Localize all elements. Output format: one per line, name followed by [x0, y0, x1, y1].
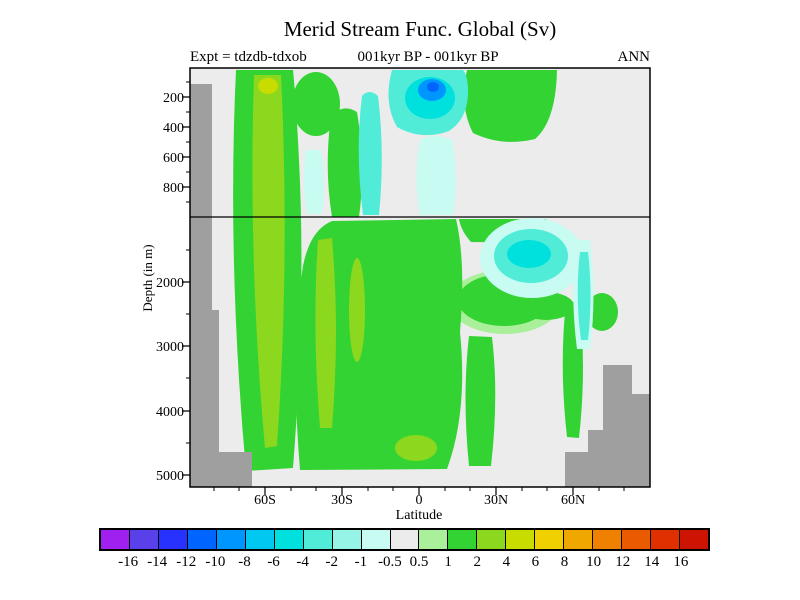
y-tick-label: 5000 [156, 469, 184, 484]
contour-yellowgreen-core [252, 75, 285, 448]
colorbar-segment [128, 530, 158, 549]
contour-green-central-mass [295, 219, 463, 470]
contour-negative-regions [303, 70, 594, 349]
colorbar-tick-label: -10 [205, 554, 226, 570]
colorbar-tick-label: 1 [444, 554, 452, 570]
plot-frame [189, 67, 651, 488]
contour-palecyan-column [303, 150, 325, 214]
plot-title: Merid Stream Func. Global (Sv) [284, 17, 556, 41]
contour-cyan-core [507, 240, 551, 268]
colorbar-tick-label: -2 [325, 554, 339, 570]
colorbar-tick-label: -12 [176, 554, 197, 570]
contour-cyan-streak [358, 92, 382, 215]
contour-green-patch [292, 72, 340, 136]
x-tick-label: 60N [561, 493, 585, 508]
colorbar-segment [534, 530, 564, 549]
colorbar-tick-label: 6 [531, 554, 540, 570]
contour-yellowgreen-sliver [315, 238, 336, 428]
y-tick-label: 400 [163, 121, 184, 136]
colorbar-tick-label: 16 [673, 554, 689, 570]
colorbar-segment [592, 530, 622, 549]
colorbar-tick-label: -0.5 [378, 554, 402, 570]
subtitle-period: 001kyr BP - 001kyr BP [357, 49, 498, 65]
colorbar: -16 -14 -12 -10 -8 -6 -4 -2 -1 -0.5 0.5 1 2 4 6 8 10 12 14… [99, 528, 710, 574]
colorbar-segment [244, 530, 274, 549]
colorbar-tick-label: 12 [615, 554, 631, 570]
x-tick-label: 60S [254, 493, 276, 508]
colorbar-segment [101, 530, 129, 549]
contour-yellowgreen-sliver [349, 258, 365, 362]
contour-deepblue-core [427, 82, 439, 92]
y-tick-label: 800 [163, 181, 184, 196]
contour-yellow-spot [258, 78, 278, 94]
contour-green-collar [464, 70, 557, 142]
topography-masks [190, 84, 650, 487]
x-axis-major-ticks [264, 487, 574, 495]
colorbar-tick-label: -6 [267, 554, 280, 570]
x-axis-minor-ticks [213, 487, 625, 491]
colorbar-segment [476, 530, 506, 549]
x-tick-label: 0 [416, 493, 423, 508]
stream-function-plot: Merid Stream Func. Global (Sv) Expt = td… [140, 17, 651, 522]
colorbar-tick-label: 10 [586, 554, 602, 570]
contour-green-blob [586, 293, 618, 331]
subtitle-experiment: Expt = tdzdb-tdxob [190, 49, 307, 65]
colorbar-tick-label: -14 [147, 554, 168, 570]
colorbar-labels: -16 -14 -12 -10 -8 -6 -4 -2 -1 -0.5 0.5 1 2 4 6 8 10 12 14… [99, 554, 710, 574]
colorbar-segment [563, 530, 593, 549]
colorbar-segment [360, 530, 390, 549]
colorbar-segment [331, 530, 361, 549]
colorbar-segment [679, 530, 709, 549]
colorbar-segment [215, 530, 245, 549]
colorbar-segment [389, 530, 419, 549]
y-axis-minor-ticks [186, 81, 190, 444]
topography-left [190, 84, 252, 487]
x-tick-label: 30N [484, 493, 508, 508]
contour-cyan-sliver [577, 252, 591, 340]
colorbar-tick-label: -8 [238, 554, 251, 570]
topography-right [565, 365, 650, 487]
x-tick-label: 30S [331, 493, 353, 508]
colorbar-segment [621, 530, 651, 549]
colorbar-tick-label: 8 [560, 554, 569, 570]
colorbar-segment [273, 530, 303, 549]
colorbar-tick-label: -4 [296, 554, 309, 570]
colorbar-segment [157, 530, 187, 549]
contour-green-finger [327, 108, 363, 217]
colorbar-segment [302, 530, 332, 549]
colorbar-tick-label: -16 [118, 554, 139, 570]
colorbar-segment [418, 530, 448, 549]
y-tick-label: 3000 [156, 340, 184, 355]
colorbar-segments [99, 528, 710, 551]
colorbar-tick-label: 4 [502, 554, 511, 570]
y-tick-label: 4000 [156, 405, 184, 420]
y-tick-label: 200 [163, 91, 184, 106]
x-axis-label: Latitude [396, 508, 443, 522]
contour-green-column [465, 336, 496, 466]
colorbar-tick-label: 14 [644, 554, 660, 570]
colorbar-segment [186, 530, 216, 549]
y-tick-label: 2000 [156, 276, 184, 291]
colorbar-tick-label: 2 [473, 554, 481, 570]
colorbar-tick-label: -1 [354, 554, 368, 570]
subtitle-season: ANN [618, 49, 651, 65]
y-tick-label: 600 [163, 151, 184, 166]
colorbar-segment [650, 530, 680, 549]
contour-yellowgreen-blob [395, 435, 437, 461]
contour-palecyan-column [416, 136, 456, 215]
y-axis-label: Depth (in m) [140, 244, 155, 311]
y-axis-major-ticks [182, 96, 190, 476]
colorbar-segment [505, 530, 535, 549]
contour-green-blob [518, 292, 574, 320]
colorbar-tick-label: 0.5 [409, 554, 429, 570]
colorbar-segment [447, 530, 477, 549]
